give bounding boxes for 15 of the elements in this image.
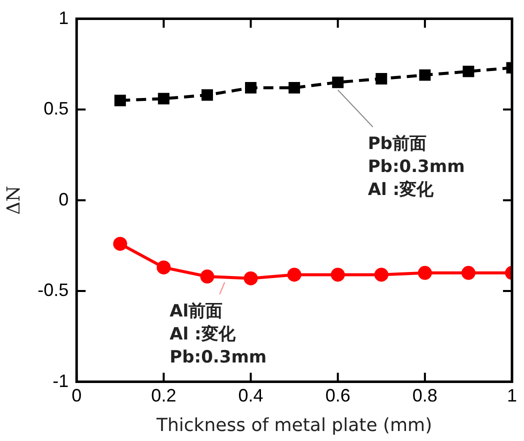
x-tick-label: 0.8 — [412, 386, 438, 406]
x-tick-label: 1 — [506, 386, 518, 406]
annotation: Al前面 Al :変化 Pb:0.3mm — [170, 301, 267, 368]
y-tick-label: 0 — [58, 189, 69, 210]
x-tick-label: 0 — [72, 386, 82, 406]
y-tick-label: -1 — [52, 370, 69, 391]
y-tick-label: -0.5 — [38, 280, 69, 300]
annotation: Pb前面 Pb:0.3mm Al :変化 — [368, 134, 465, 200]
y-tick-label: 0.5 — [44, 98, 69, 119]
y-axis-title: ΔN — [3, 186, 24, 215]
x-tick-label: 0.6 — [325, 386, 350, 406]
y-tick-label: 1 — [58, 8, 69, 28]
x-axis-title: Thickness of metal plate (mm) — [156, 414, 432, 436]
x-tick-label: 0.4 — [238, 386, 264, 406]
x-tick-label: 0.2 — [151, 386, 176, 406]
